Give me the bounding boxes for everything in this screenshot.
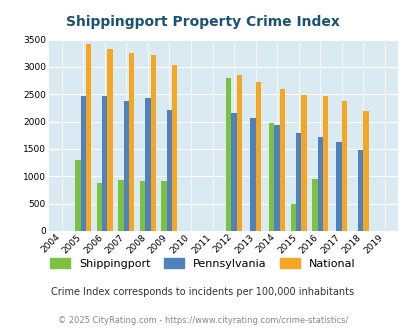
Bar xyxy=(295,133,301,231)
Bar xyxy=(269,123,274,231)
Bar xyxy=(255,82,260,231)
Bar xyxy=(341,101,346,231)
Bar xyxy=(139,181,145,231)
Text: Crime Index corresponds to incidents per 100,000 inhabitants: Crime Index corresponds to incidents per… xyxy=(51,287,354,297)
Bar xyxy=(226,78,231,231)
Bar xyxy=(96,183,102,231)
Text: Shippingport Property Crime Index: Shippingport Property Crime Index xyxy=(66,15,339,29)
Bar xyxy=(166,110,172,231)
Bar xyxy=(145,98,150,231)
Bar xyxy=(290,204,295,231)
Bar xyxy=(236,75,241,231)
Bar xyxy=(118,180,123,231)
Text: © 2025 CityRating.com - https://www.cityrating.com/crime-statistics/: © 2025 CityRating.com - https://www.city… xyxy=(58,315,347,325)
Bar xyxy=(75,160,80,231)
Bar xyxy=(231,114,236,231)
Bar xyxy=(301,95,306,231)
Bar xyxy=(161,181,166,231)
Bar xyxy=(357,149,362,231)
Bar xyxy=(274,125,279,231)
Bar xyxy=(172,65,177,231)
Bar xyxy=(311,179,317,231)
Bar xyxy=(107,49,113,231)
Bar xyxy=(317,138,322,231)
Bar xyxy=(322,96,328,231)
Bar xyxy=(279,89,285,231)
Bar xyxy=(150,55,156,231)
Bar xyxy=(80,96,86,231)
Bar xyxy=(102,96,107,231)
Bar xyxy=(123,101,129,231)
Bar xyxy=(336,142,341,231)
Bar xyxy=(86,44,91,231)
Bar xyxy=(362,111,368,231)
Bar xyxy=(249,118,255,231)
Legend: Shippingport, Pennsylvania, National: Shippingport, Pennsylvania, National xyxy=(50,258,355,269)
Bar xyxy=(129,53,134,231)
